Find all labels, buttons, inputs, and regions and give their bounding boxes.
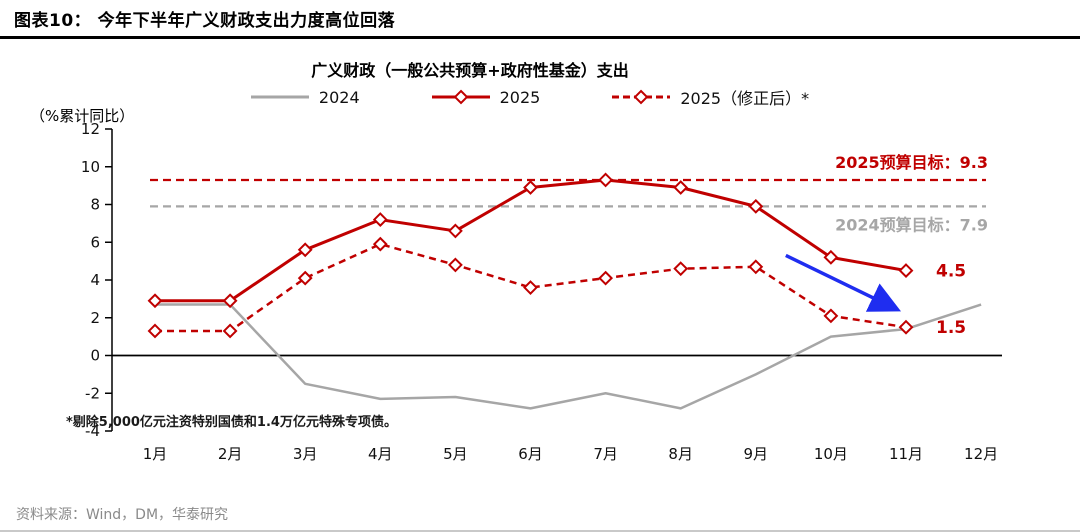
y-tick-label: 2 (90, 309, 100, 327)
axes: -4 -2 0 2 4 6 8 10 12 1月 2月 3月 4月 5月 6月 7月 8月 9月 10月 11月 12月 (81, 120, 1002, 463)
y-tick-label: 8 (90, 196, 100, 214)
chart-title: 广义财政（一般公共预算+政府性基金）支出 (311, 61, 629, 80)
reference-lines: 2025预算目标：9.3 2024预算目标：7.9 (150, 153, 988, 234)
annotations: 4.5 1.5 (785, 253, 966, 338)
diamond-marker (598, 172, 614, 188)
diamond-marker (297, 242, 313, 258)
y-axis-unit-label: （%累计同比） (30, 107, 135, 125)
x-tick-label: 7月 (593, 445, 618, 463)
y-tick-label: 6 (90, 233, 100, 251)
chart-legend: 2024 2025 2025（修正后）* (140, 85, 920, 109)
x-tick-label: 8月 (668, 445, 693, 463)
x-tick-label: 9月 (744, 445, 769, 463)
x-tick-label: 3月 (293, 445, 318, 463)
diamond-marker (222, 323, 238, 339)
diamond-marker (222, 293, 238, 309)
figure-title: 图表10： 今年下半年广义财政支出力度高位回落 (14, 11, 396, 31)
diamond-marker (523, 280, 538, 295)
x-tick-label: 11月 (889, 445, 923, 463)
diamond-marker (823, 249, 839, 265)
chart-plot: 2025预算目标：9.3 2024预算目标：7.9 -4 -2 0 2 4 6 8 10 12 1月 2… (81, 120, 1002, 463)
diamond-marker (748, 259, 764, 275)
legend-label: 2025（修正后）* (680, 89, 810, 108)
diamond-marker (598, 270, 614, 286)
y-tick-label: 10 (81, 158, 100, 176)
diamond-marker (372, 212, 388, 228)
y-tick-label: 12 (81, 120, 100, 138)
y-tick-label: -2 (85, 384, 100, 402)
series-line-2025（修正后）* (155, 242, 907, 333)
x-tick-label: 10月 (814, 445, 848, 463)
legend-label: 2025 (499, 87, 541, 107)
x-tick-label: 1月 (143, 445, 168, 463)
legend-item-2024: 2024 (250, 87, 360, 107)
end-value-label: 4.5 (936, 262, 966, 282)
chart-footnote: *剔除5,000亿元注资特别国债和1.4万亿元特殊专项债。 (66, 415, 397, 430)
y-tick-label: 0 (90, 347, 100, 365)
y-tick-label: 4 (90, 271, 100, 289)
source-row: 资料来源：Wind，DM，华泰研究 (0, 498, 1080, 532)
x-tick-label: 5月 (443, 445, 468, 463)
legend-item-2025（修正后）*: 2025（修正后）* (612, 85, 809, 109)
legend-item-2025: 2025 (431, 87, 541, 107)
x-tick-label: 4月 (368, 445, 393, 463)
decline-arrow (785, 253, 902, 312)
diamond-marker (147, 293, 163, 309)
diamond-marker (447, 223, 463, 239)
diamond-marker (898, 263, 914, 278)
figure-header: 图表10： 今年下半年广义财政支出力度高位回落 (0, 0, 1080, 39)
series-lines (147, 172, 982, 410)
diamond-marker (898, 319, 914, 335)
diamond-marker (823, 308, 839, 324)
x-tick-label: 6月 (518, 445, 543, 463)
target-line-label: 2024预算目标：7.9 (835, 215, 988, 234)
diamond-marker (147, 323, 163, 339)
chart-panel: 广义财政（一般公共预算+政府性基金）支出 2024 2025 2025（修正后）* … (0, 39, 1080, 507)
x-tick-label: 12月 (964, 445, 998, 463)
target-line-label: 2025预算目标：9.3 (835, 153, 988, 172)
x-tick-label: 2月 (218, 445, 243, 463)
end-value-label: 1.5 (936, 318, 966, 338)
source-text: 资料来源：Wind，DM，华泰研究 (16, 507, 229, 523)
legend-swatch (250, 95, 309, 99)
diamond-marker (673, 261, 689, 277)
diamond-marker (673, 180, 689, 195)
y-tick-label: -4 (85, 422, 100, 440)
legend-label: 2024 (318, 87, 360, 107)
diamond-marker (372, 236, 388, 252)
legend-swatch (431, 89, 490, 105)
diamond-marker (297, 270, 313, 286)
series-line-2024 (155, 303, 982, 410)
legend-swatch (612, 89, 671, 105)
diamond-marker (748, 198, 764, 214)
diamond-marker (447, 257, 463, 273)
diamond-marker (523, 180, 538, 195)
